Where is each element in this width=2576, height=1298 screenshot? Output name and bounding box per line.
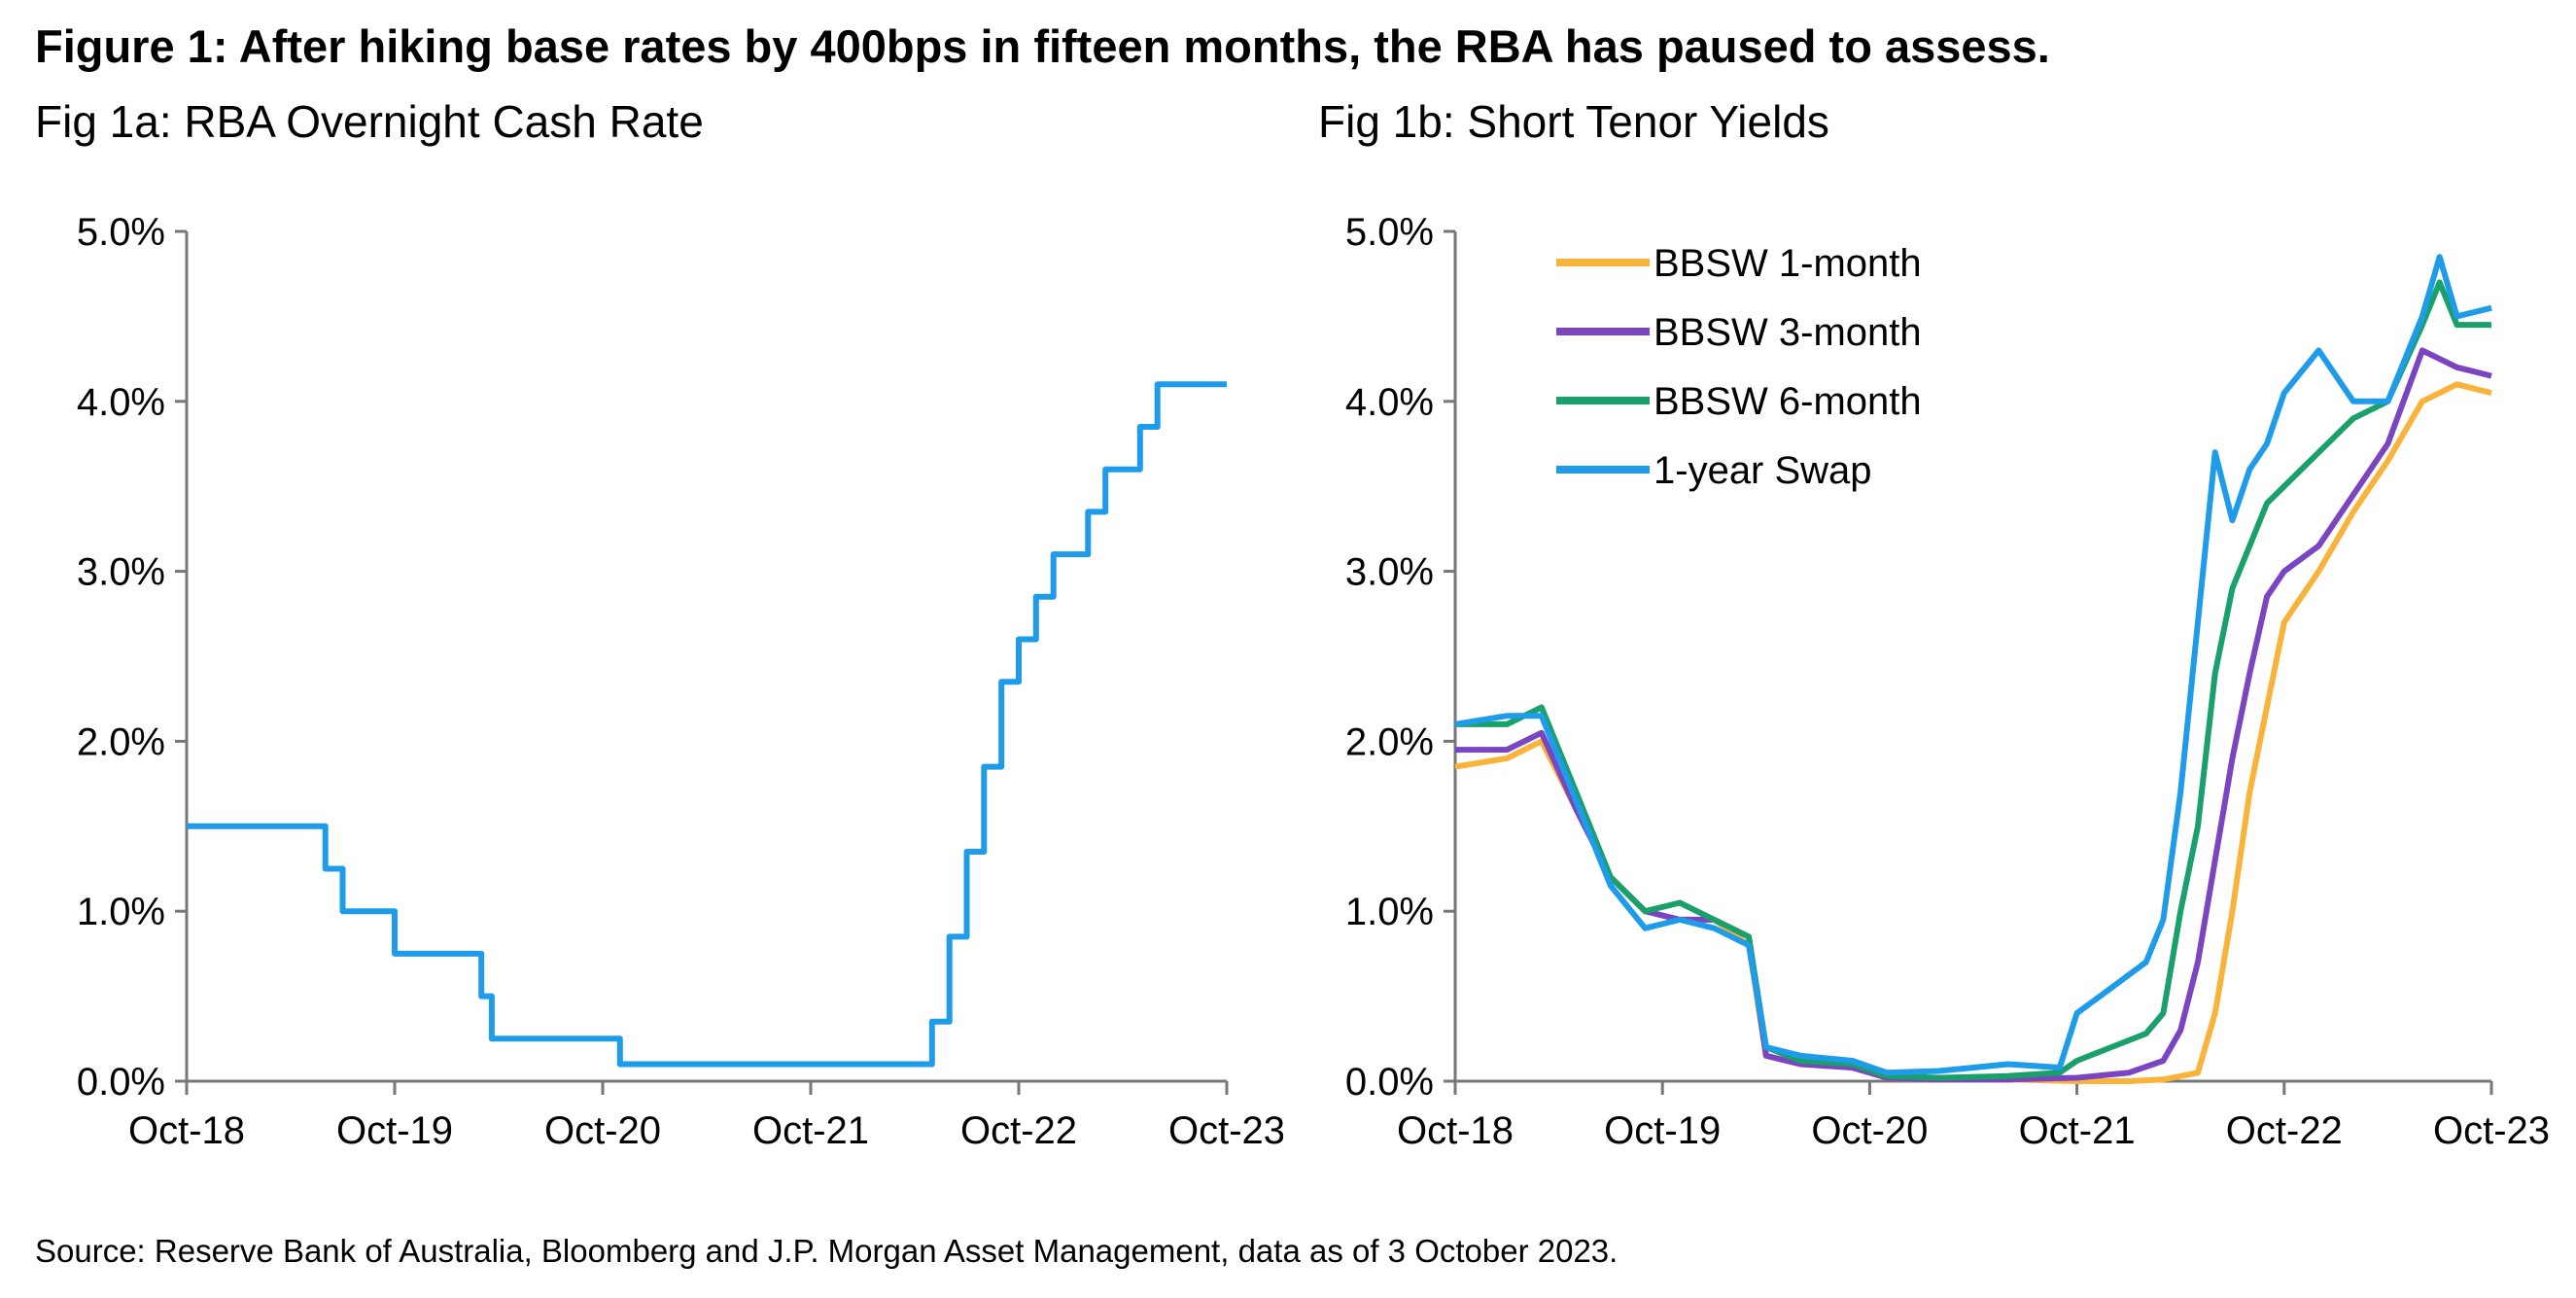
y-tick-label: 3.0% (77, 551, 165, 594)
chart-b-title: Fig 1b: Short Tenor Yields (1318, 96, 1829, 147)
chart-a-title: Fig 1a: RBA Overnight Cash Rate (35, 96, 704, 147)
x-tick-label: Oct-18 (1397, 1109, 1514, 1152)
x-tick-label: Oct-23 (1168, 1109, 1283, 1152)
y-tick-label: 5.0% (77, 211, 165, 254)
y-tick-label: 3.0% (1345, 551, 1434, 594)
figure-title: Figure 1: After hiking base rates by 400… (35, 20, 2050, 72)
legend-label: BBSW 3-month (1654, 311, 1922, 354)
y-tick-label: 0.0% (77, 1061, 165, 1104)
y-tick-label: 1.0% (1345, 891, 1434, 933)
legend-label: BBSW 6-month (1654, 380, 1922, 423)
y-tick-label: 2.0% (77, 720, 165, 763)
x-tick-label: Oct-20 (544, 1109, 661, 1152)
series-line-1-year-swap (1454, 254, 2492, 1076)
y-tick-label: 2.0% (1345, 720, 1434, 763)
y-tick-label: 4.0% (1345, 381, 1434, 424)
x-tick-label: Oct-20 (1811, 1109, 1928, 1152)
series-line-bbsw-1-month (1454, 381, 2492, 1084)
x-tick-label: Oct-21 (752, 1109, 869, 1152)
series-line-bbsw-6-month (1455, 279, 2491, 1081)
series-line-bbsw-3-month (1455, 347, 2492, 1083)
x-tick-label: Oct-23 (2433, 1109, 2550, 1152)
chart-a: 0.0% 1.0% 2.0% 3.0% 4.0% 5.0% Oct-18 Oct-19 Oct-… (77, 211, 1283, 1152)
source-note: Source: Reserve Bank of Australia, Bloom… (35, 1233, 1619, 1269)
y-tick-label: 5.0% (1345, 211, 1434, 254)
y-tick-label: 0.0% (1345, 1061, 1434, 1104)
x-tick-label: Oct-19 (1604, 1109, 1721, 1152)
y-tick-label: 4.0% (77, 381, 165, 424)
y-tick-label: 1.0% (77, 891, 165, 933)
chart-b: 0.0% 1.0% 2.0% 3.0% 4.0% 5.0% Oct-18 Oct-19 Oct-… (1345, 211, 2550, 1152)
x-tick-label: Oct-18 (128, 1109, 245, 1152)
x-tick-label: Oct-19 (336, 1109, 453, 1152)
series-line-cash-rate (187, 381, 1227, 1068)
x-tick-label: Oct-21 (2019, 1109, 2136, 1152)
legend-label: 1-year Swap (1654, 449, 1872, 492)
x-tick-label: Oct-22 (2226, 1109, 2343, 1152)
x-tick-label: Oct-22 (960, 1109, 1077, 1152)
legend-label: BBSW 1-month (1654, 242, 1922, 285)
